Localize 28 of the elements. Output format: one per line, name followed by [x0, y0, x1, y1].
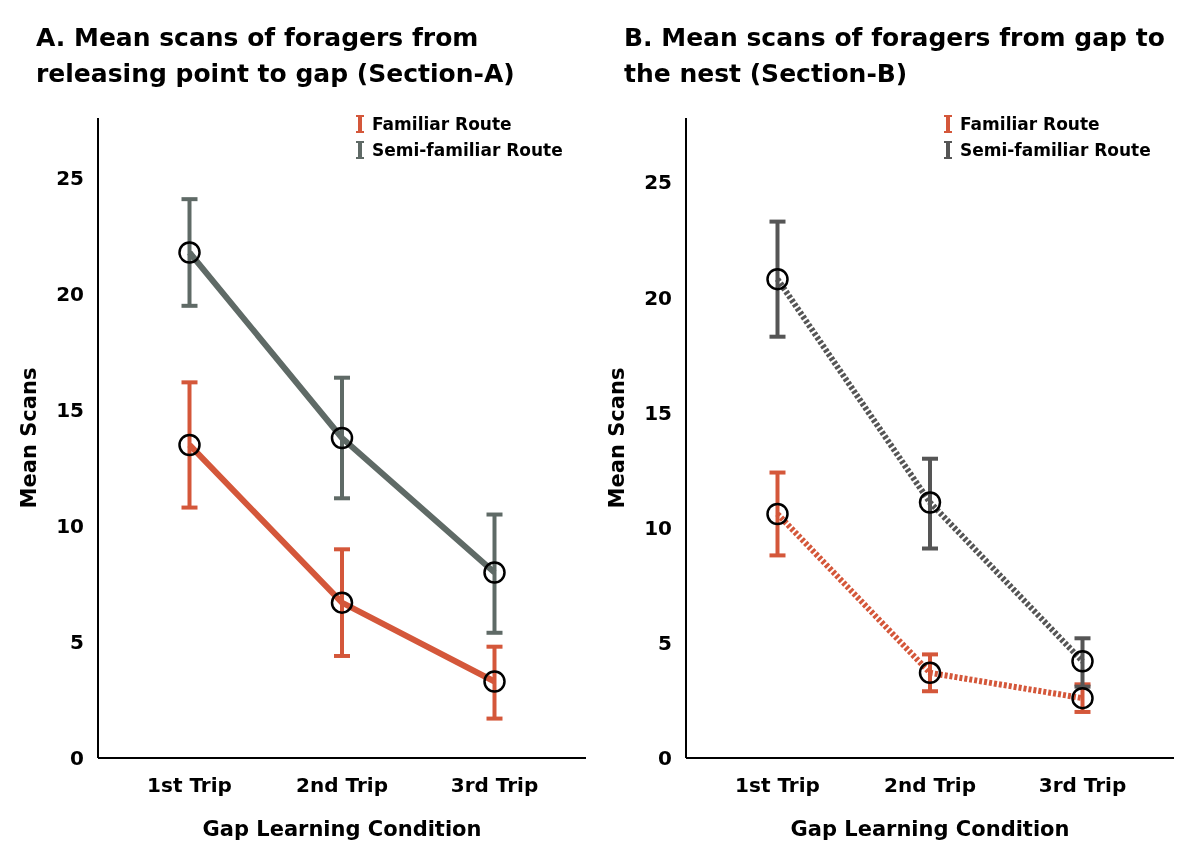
- legend-label: Familiar Route: [960, 113, 1100, 134]
- x-axis-title: Gap Learning Condition: [202, 817, 482, 841]
- x-tick-label: 3rd Trip: [450, 773, 539, 797]
- chart-title: B. Mean scans of foragers from gap to the nest (Section-B): [624, 23, 1165, 88]
- y-tick-label: 25: [56, 166, 84, 191]
- legend-label: Familiar Route: [372, 113, 512, 134]
- y-axis-title: Mean Scans: [605, 367, 629, 509]
- x-tick-label: 3rd Trip: [1038, 773, 1127, 797]
- legend-label: Semi-familiar Route: [960, 139, 1151, 160]
- x-axis-title: Gap Learning Condition: [790, 817, 1070, 841]
- y-tick-label: 10: [644, 515, 672, 540]
- x-tick-label: 1st Trip: [147, 773, 232, 797]
- y-tick-label: 0: [658, 746, 672, 770]
- y-tick-label: 20: [56, 282, 84, 307]
- y-tick-label: 25: [644, 170, 672, 195]
- y-tick-label: 15: [56, 398, 84, 423]
- y-tick-label: 20: [644, 285, 672, 310]
- x-tick-label: 1st Trip: [735, 773, 820, 797]
- legend-label: Semi-familiar Route: [372, 139, 563, 160]
- y-tick-label: 10: [56, 514, 84, 539]
- x-tick-label: 2nd Trip: [296, 773, 388, 797]
- y-tick-label: 15: [644, 400, 672, 425]
- y-tick-label: 0: [70, 746, 84, 770]
- chart-title: A. Mean scans of foragers from releasing point to gap (Section-A): [36, 23, 515, 88]
- x-tick-label: 2nd Trip: [884, 773, 976, 797]
- y-tick-label: 5: [70, 630, 84, 655]
- y-tick-label: 5: [658, 630, 672, 655]
- y-axis-title: Mean Scans: [17, 367, 41, 509]
